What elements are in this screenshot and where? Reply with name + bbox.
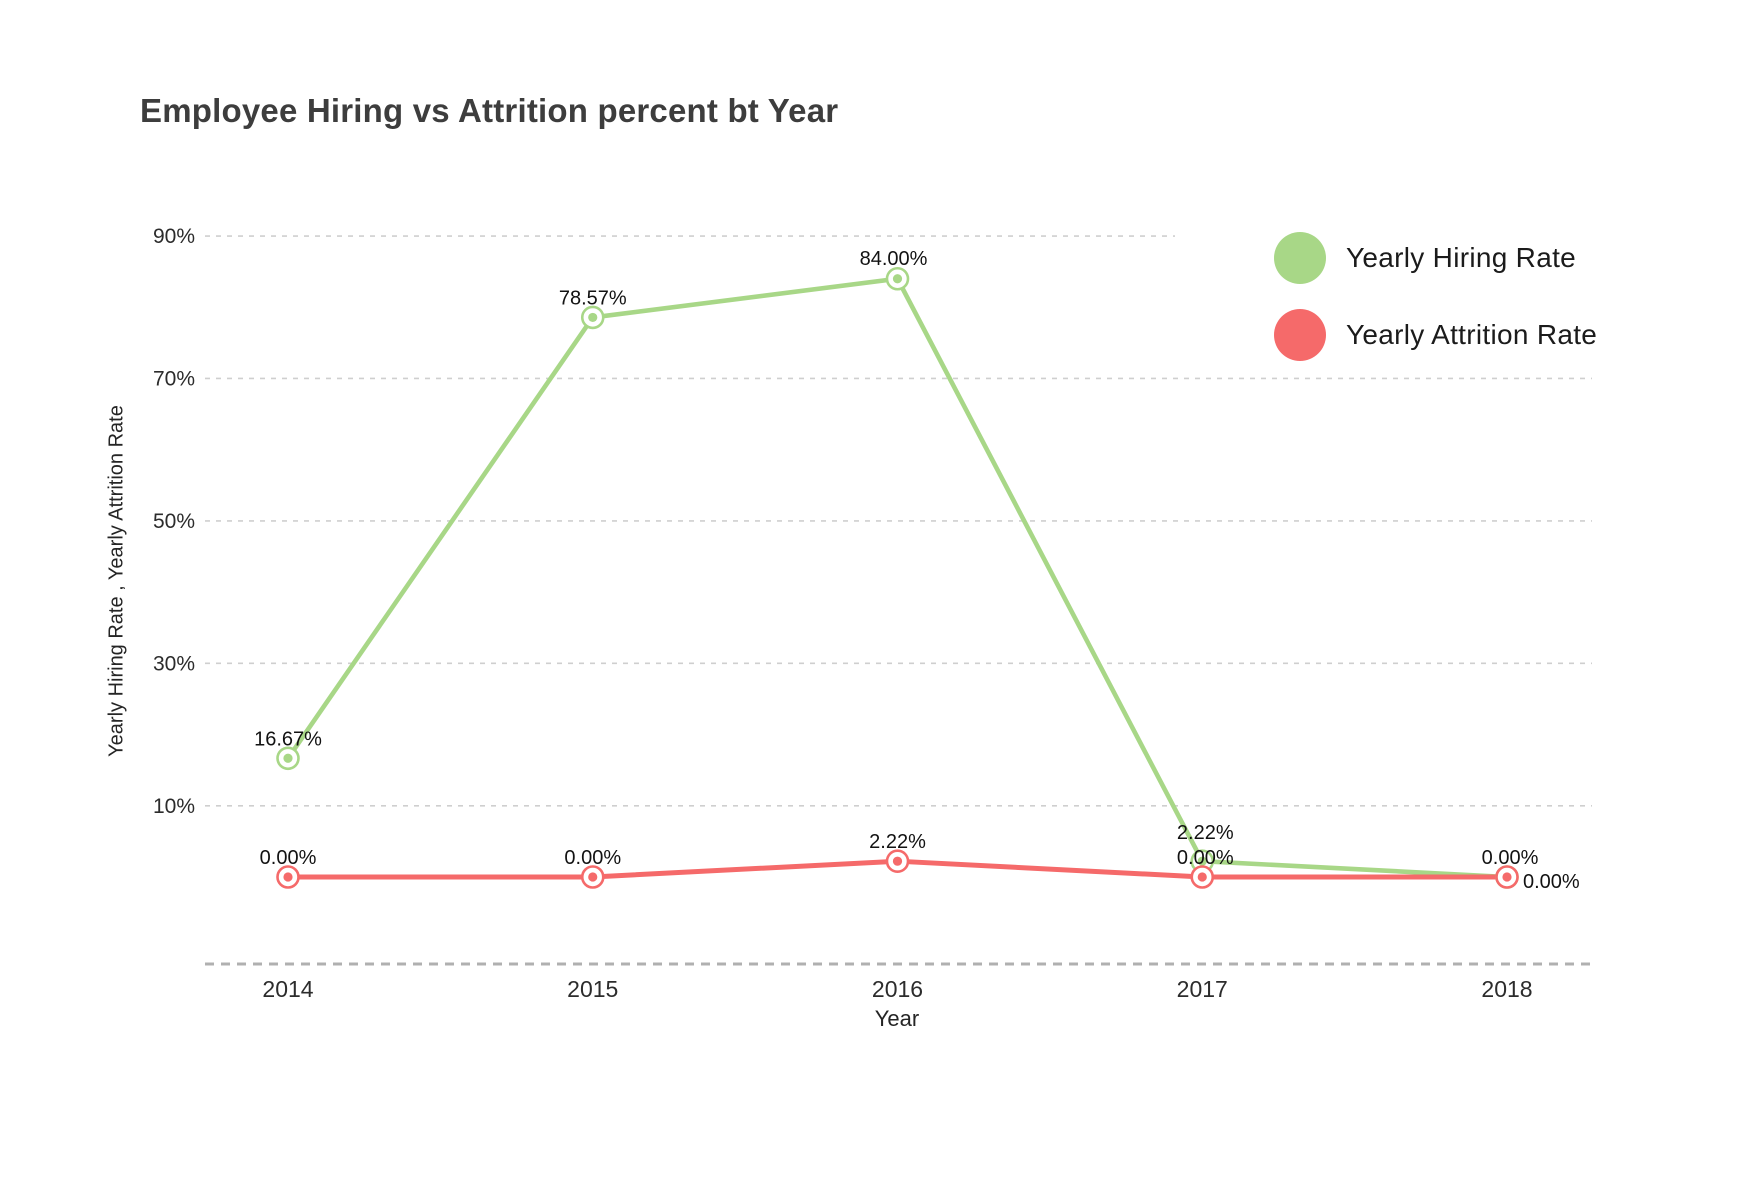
hiring-series-swatch-icon — [1274, 232, 1326, 284]
hiring-value-label-2015: 78.57% — [559, 287, 627, 309]
hiring-value-label-2016: 84.00% — [860, 248, 928, 270]
attrition-marker-dot-2015 — [588, 872, 598, 882]
attrition-marker-dot-2018 — [1502, 872, 1512, 882]
hiring-value-label-2018: 0.00% — [1482, 847, 1539, 869]
legend-item-hiring[interactable]: Yearly Hiring Rate — [1274, 232, 1597, 284]
attrition-series-swatch-icon — [1274, 309, 1326, 361]
y-tick-10: 10% — [153, 795, 195, 818]
y-tick-30: 30% — [153, 652, 195, 675]
x-tick-2017: 2017 — [1177, 976, 1228, 1002]
attrition-value-label-2017: 0.00% — [1177, 847, 1234, 869]
legend-label-attrition: Yearly Attrition Rate — [1346, 319, 1598, 350]
attrition-value-label-2018: 0.00% — [1523, 871, 1580, 893]
attrition-value-label-2016: 2.22% — [869, 831, 926, 853]
hiring-marker-dot-2016 — [892, 274, 903, 284]
hiring-marker-dot-2014 — [283, 753, 293, 763]
hiring-value-label-2014: 16.67% — [254, 728, 322, 750]
attrition-marker-dot-2014 — [283, 872, 293, 882]
x-tick-2015: 2015 — [567, 976, 618, 1002]
legend-label-hiring: Yearly Hiring Rate — [1346, 242, 1577, 273]
attrition-value-label-2014: 0.00% — [260, 847, 317, 869]
y-tick-70: 70% — [153, 367, 195, 390]
x-tick-2016: 2016 — [872, 976, 923, 1002]
hiring-marker-dot-2017 — [1197, 856, 1207, 866]
x-axis-title: Year — [874, 1006, 920, 1031]
x-tick-2018: 2018 — [1481, 976, 1532, 1002]
legend-item-attrition[interactable]: Yearly Attrition Rate — [1274, 309, 1597, 361]
hiring-series-line — [285, 276, 1510, 880]
hiring-marker-dot-2015 — [588, 312, 598, 323]
hiring-value-label-2017: 2.22% — [1177, 822, 1234, 844]
attrition-marker-dot-2016 — [892, 856, 903, 866]
attrition-value-label-2015: 0.00% — [564, 847, 621, 869]
chart-title: Employee Hiring vs Attrition percent bt … — [140, 92, 839, 129]
y-tick-50: 50% — [153, 510, 195, 533]
attrition-marker-dot-2017 — [1197, 872, 1207, 882]
x-tick-2014: 2014 — [262, 976, 313, 1002]
y-tick-90: 90% — [153, 225, 195, 248]
legend: Yearly Hiring Rate Yearly Attrition Rate — [1274, 232, 1597, 361]
